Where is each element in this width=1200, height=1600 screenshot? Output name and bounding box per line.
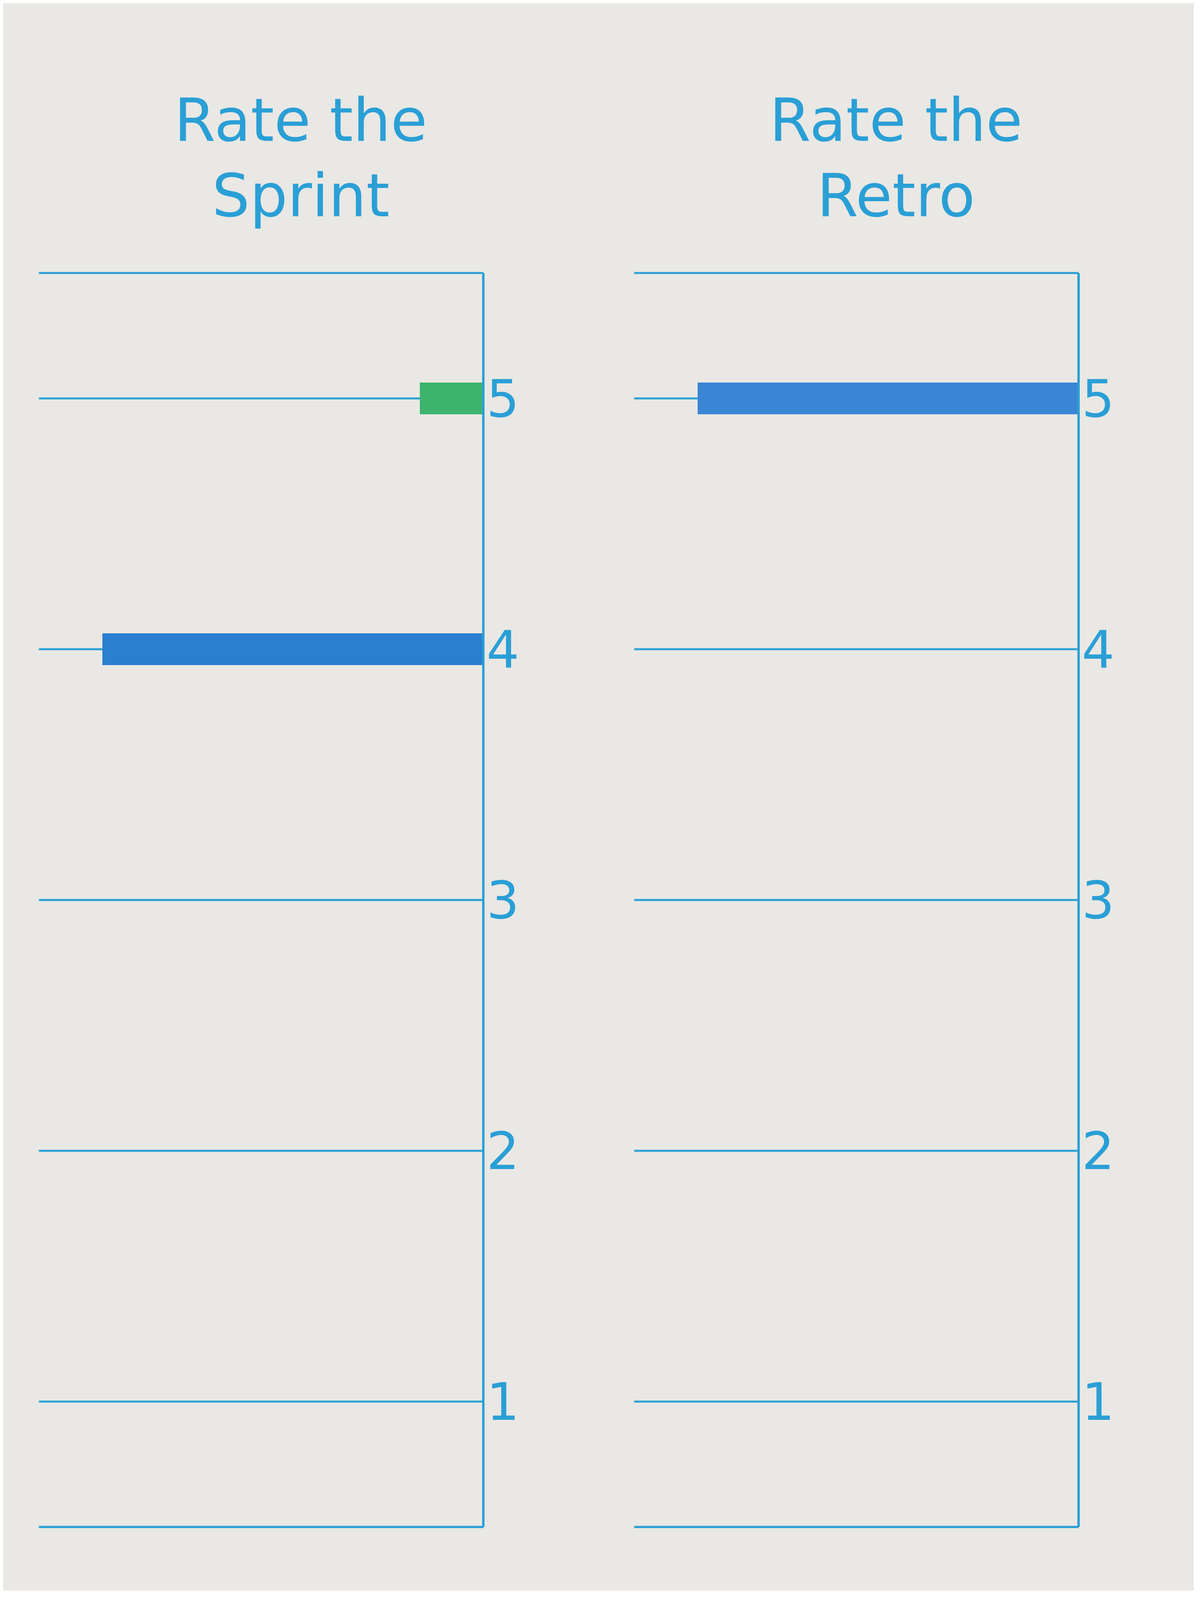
svg-text:3: 3: [1081, 870, 1115, 931]
svg-text:5: 5: [486, 368, 520, 429]
svg-text:5: 5: [1081, 368, 1115, 429]
svg-text:2: 2: [486, 1121, 520, 1182]
svg-text:4: 4: [486, 619, 520, 680]
svg-text:1: 1: [486, 1371, 520, 1433]
svg-text:1: 1: [1081, 1371, 1115, 1433]
svg-text:2: 2: [1081, 1121, 1115, 1182]
svg-text:4: 4: [1081, 619, 1115, 680]
html-text:Rate the Retro: Rate the Retro: [769, 85, 1023, 231]
html-text:Rate the Sprint: Rate the Sprint: [174, 85, 428, 231]
svg-text:3: 3: [486, 870, 520, 931]
